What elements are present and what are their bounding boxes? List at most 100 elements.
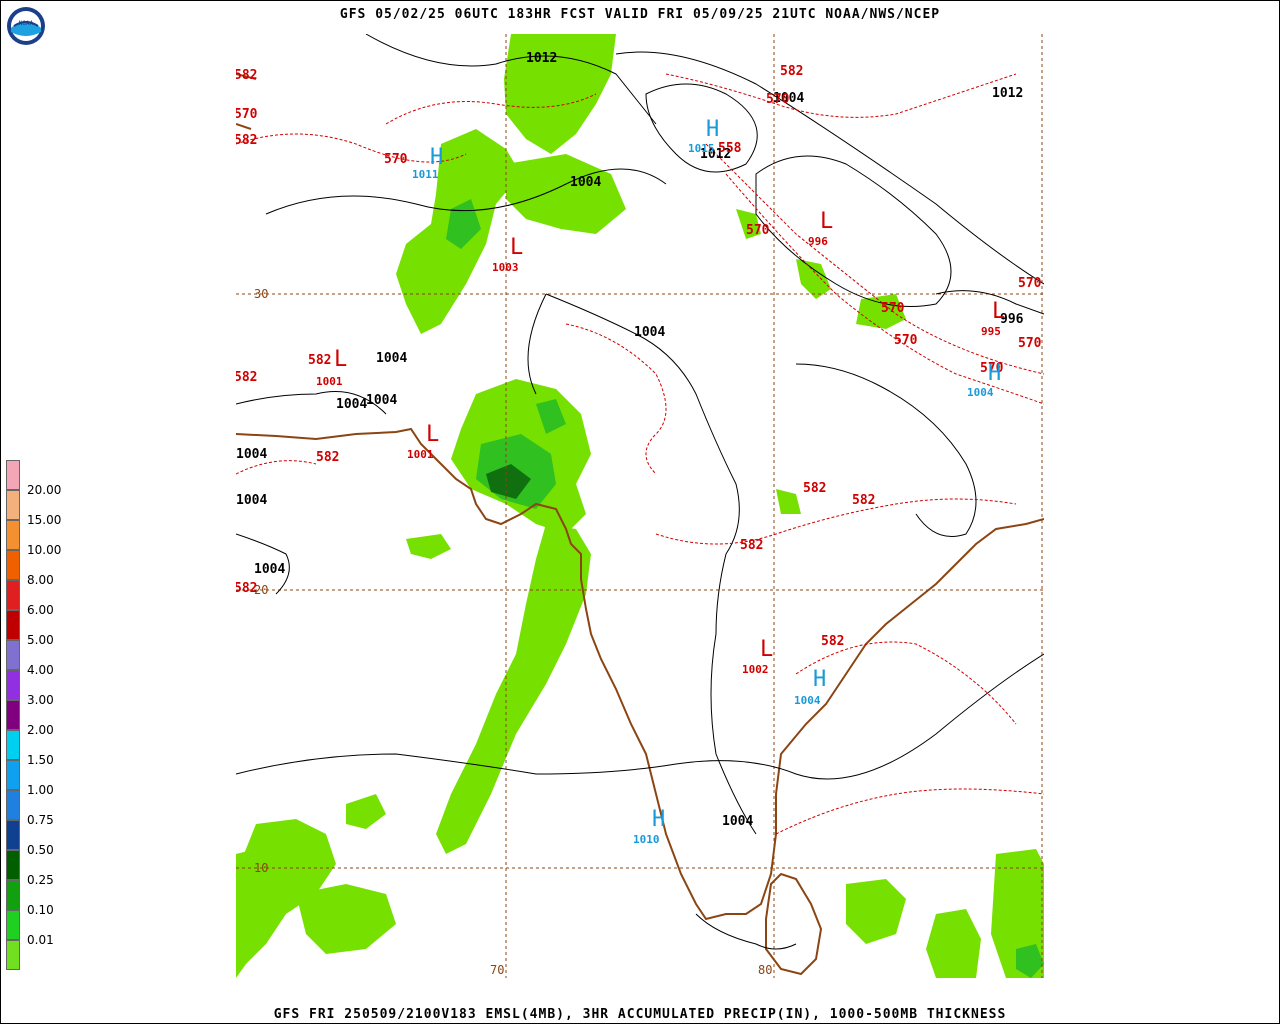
thickness-label: 570: [236, 107, 258, 122]
low-centers: L 1003 L 996 L 995 L 1001 L 1001 L 1002: [316, 209, 1005, 676]
legend-swatch-18: [6, 970, 20, 973]
high-value: 1004: [967, 386, 994, 399]
legend-label: 10.00: [27, 543, 62, 557]
isobar-label: 1004: [254, 562, 285, 577]
isobar-label: 1004: [634, 325, 665, 340]
high-symbol: H: [430, 145, 443, 170]
isobars: [236, 34, 1044, 950]
thickness-label: 582: [308, 353, 331, 368]
thickness-contours: [236, 73, 1044, 835]
legend-swatch-16: [6, 910, 20, 940]
latlon-grid: [236, 34, 1044, 978]
high-value: 1011: [412, 168, 439, 181]
legend-swatch-5: [6, 580, 20, 610]
legend-label: 0.01: [27, 933, 54, 947]
isobar-label: 1004: [236, 493, 267, 508]
thickness-label: 582: [236, 68, 257, 83]
low-symbol: L: [760, 637, 773, 662]
low-value: 1003: [492, 261, 519, 274]
thickness-label: 582: [236, 370, 257, 385]
isobar-label: 1004: [570, 175, 601, 190]
low-value: 995: [981, 325, 1001, 338]
high-centers: H 1011 H 1015 H 1004 H 1010 H 1004: [412, 117, 1001, 846]
legend-label: 0.25: [27, 873, 54, 887]
legend-swatch-9: [6, 700, 20, 730]
thickness-label: 558: [718, 141, 742, 156]
chart-title: GFS 05/02/25 06UTC 183HR FCST VALID FRI …: [339, 7, 941, 22]
isobar-label: 1012: [992, 86, 1023, 101]
legend-swatch-15: [6, 880, 20, 910]
thickness-label: 570: [881, 301, 905, 316]
low-value: 1002: [742, 663, 769, 676]
high-value: 1015: [688, 142, 715, 155]
lon-labels: 70 80: [490, 963, 772, 977]
coastline: [236, 73, 1044, 976]
low-symbol: L: [334, 347, 347, 372]
legend-swatch-6: [6, 610, 20, 640]
low-symbol: L: [820, 209, 833, 234]
isobar-label: 1012: [526, 51, 557, 66]
lon-label-70: 70: [490, 963, 504, 977]
forecast-map: 30 20 10 70 80 1012 1004 1012 1004 1012 …: [236, 34, 1044, 978]
legend-swatch-13: [6, 820, 20, 850]
thickness-labels: 570 582 570 570 558 570 570 570 570 570 …: [236, 64, 1042, 649]
lat-labels: 30 20 10: [254, 287, 268, 875]
noaa-logo: NOAA: [7, 7, 45, 45]
thickness-label: 582: [236, 581, 257, 596]
lat-label-10: 10: [254, 861, 268, 875]
lon-label-80: 80: [758, 963, 772, 977]
legend-swatch-1: [6, 460, 20, 490]
isobar-label: 1004: [236, 447, 267, 462]
legend-swatch-10: [6, 730, 20, 760]
isobar-label: 996: [1000, 312, 1024, 327]
low-symbol: L: [426, 422, 439, 447]
low-value: 1001: [316, 375, 343, 388]
legend-label: 1.00: [27, 783, 54, 797]
precip-areas-heavy: [486, 464, 531, 499]
thickness-label: 582: [803, 481, 826, 496]
low-symbol: L: [992, 299, 1005, 324]
legend-swatch-17: [6, 940, 20, 970]
isobar-label: 1004: [336, 397, 367, 412]
legend-label: 1.50: [27, 753, 54, 767]
legend-swatch-4: [6, 550, 20, 580]
legend-swatch-7: [6, 640, 20, 670]
legend-swatch-2: [6, 490, 20, 520]
legend-label: 6.00: [27, 603, 54, 617]
legend-label: 15.00: [27, 513, 62, 527]
isobar-label: 1004: [773, 91, 804, 106]
thickness-label: 582: [821, 634, 844, 649]
thickness-label: 582: [316, 450, 339, 465]
chart-subtitle: GFS FRI 250509/2100V183 EMSL(4MB), 3HR A…: [273, 1007, 1007, 1022]
low-value: 1001: [407, 448, 434, 461]
high-symbol: H: [813, 667, 826, 692]
legend-label: 4.00: [27, 663, 54, 677]
thickness-label: 570: [746, 223, 770, 238]
legend-label: 0.75: [27, 813, 54, 827]
pressure-labels: 1012 1004 1012 1004 1012 1004 1004 1004 …: [236, 51, 1024, 829]
isobar-label: 1012: [700, 147, 731, 162]
legend-label: 20.00: [27, 483, 62, 497]
isobar-label: 1004: [722, 814, 753, 829]
legend-swatch-3: [6, 520, 20, 550]
legend-label: 8.00: [27, 573, 54, 587]
thickness-label: 582: [852, 493, 875, 508]
thickness-label: 570: [1018, 336, 1042, 351]
high-symbol: H: [988, 361, 1001, 386]
legend-swatch-14: [6, 850, 20, 880]
logo-text: NOAA: [19, 20, 34, 27]
lat-label-20: 20: [254, 583, 268, 597]
isobar-label: 1004: [366, 393, 397, 408]
legend-swatch-8: [6, 670, 20, 700]
thickness-label: 582: [780, 64, 803, 79]
thickness-label: 582: [236, 133, 257, 148]
legend-label: 0.10: [27, 903, 54, 917]
legend-swatch-11: [6, 760, 20, 790]
low-value: 996: [808, 235, 828, 248]
thickness-label: 570: [384, 152, 408, 167]
thickness-label: 570: [766, 92, 790, 107]
legend-label: 0.50: [27, 843, 54, 857]
legend-swatch-12: [6, 790, 20, 820]
high-symbol: H: [706, 117, 719, 142]
high-value: 1004: [794, 694, 821, 707]
